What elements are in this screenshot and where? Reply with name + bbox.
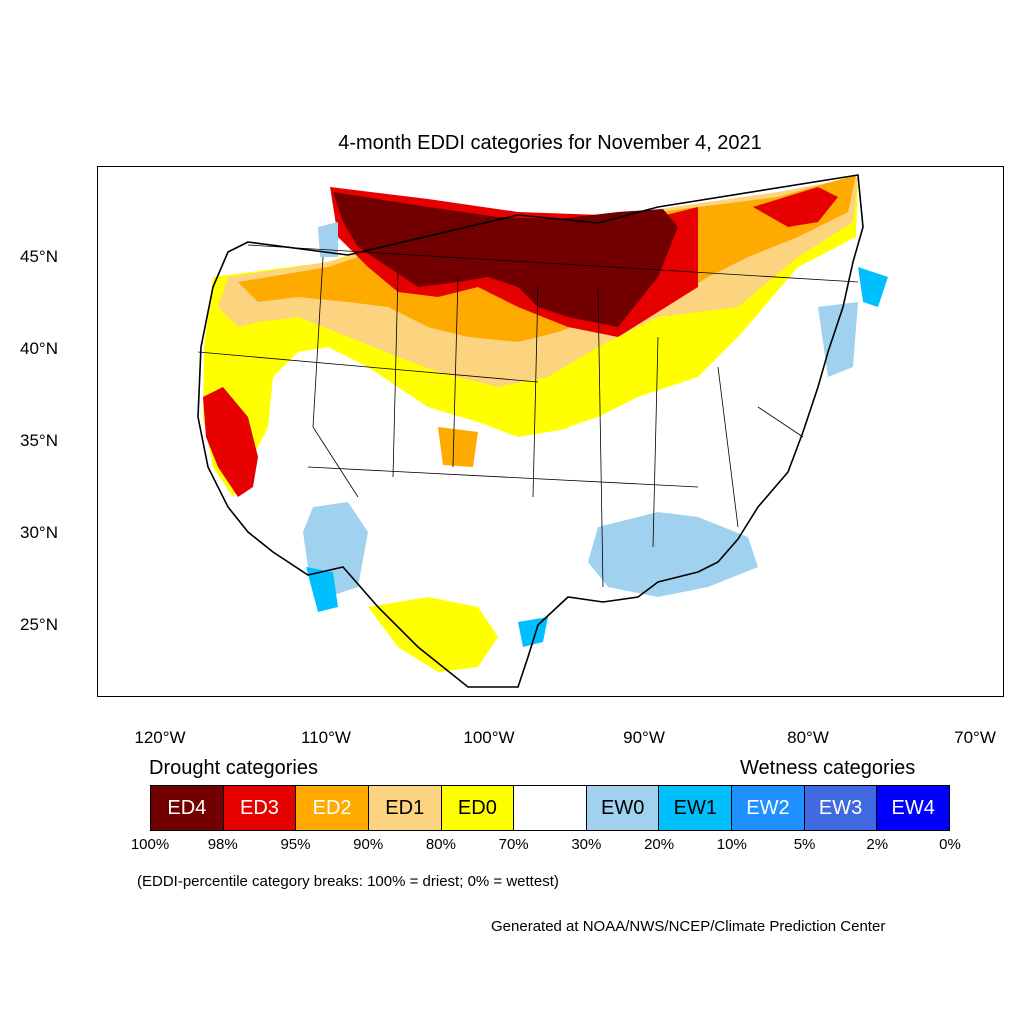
region-ed3-ca: [203, 387, 258, 497]
legend-cell-ed4: ED4: [151, 786, 224, 830]
percentile-break: 0%: [939, 836, 961, 853]
legend-cell-ew2: EW2: [732, 786, 805, 830]
percentile-break: 90%: [353, 836, 384, 853]
map-panel: [97, 166, 1004, 697]
map-title: 4-month EDDI categories for November 4, …: [338, 132, 762, 154]
percentile-break: 70%: [498, 836, 529, 853]
category-legend: ED4 ED3 ED2 ED1 ED0 EW0 EW1 EW2 EW3 EW4: [150, 785, 950, 831]
state-boundaries: [197, 244, 859, 588]
conus-outline: [197, 174, 864, 688]
credit-line: Generated at NOAA/NWS/NCEP/Climate Predi…: [491, 918, 886, 935]
lat-label-45: 45°N: [20, 247, 58, 266]
legend-cell-ed0: ED0: [441, 786, 515, 830]
percentile-break: 5%: [793, 836, 816, 853]
wetness-heading: Wetness categories: [740, 757, 916, 779]
percentile-break: 20%: [644, 836, 675, 853]
region-ed2-south: [438, 427, 478, 467]
percentile-break: 2%: [866, 836, 889, 853]
percentile-break: 95%: [280, 836, 311, 853]
region-ed3-ne: [753, 187, 838, 227]
eddi-map: [197, 174, 888, 688]
region-ew1-gulf: [518, 617, 548, 647]
lon-label-90: 90°W: [623, 728, 665, 747]
region-ew0-nw: [318, 222, 338, 257]
region-ed0-south: [368, 597, 498, 672]
legend-cell-ed3: ED3: [223, 786, 297, 830]
lon-label-110: 110°W: [301, 728, 351, 747]
lon-label-120: 120°W: [134, 728, 186, 747]
legend-cell-ew1: EW1: [659, 786, 733, 830]
region-ed4: [333, 192, 678, 327]
lat-label-40: 40°N: [20, 339, 58, 358]
lon-label-100: 100°W: [463, 728, 515, 747]
legend-cell-normal: [514, 786, 587, 830]
legend-cell-ed1: ED1: [368, 786, 442, 830]
percentile-break: 80%: [425, 836, 456, 853]
legend-cell-ed2: ED2: [296, 786, 369, 830]
percentile-break: 100%: [130, 836, 170, 853]
region-ew1-sw: [306, 567, 338, 612]
percentile-break: 10%: [716, 836, 747, 853]
lat-label-30: 30°N: [20, 523, 58, 542]
region-ew0-ne: [818, 302, 858, 377]
legend-cell-ew0: EW0: [586, 786, 660, 830]
lon-label-80: 80°W: [787, 728, 829, 747]
region-ew1-ne: [858, 267, 888, 307]
drought-heading: Drought categories: [149, 757, 318, 779]
percentile-break: 30%: [571, 836, 602, 853]
legend-cell-ew3: EW3: [804, 786, 878, 830]
category-note: (EDDI-percentile category breaks: 100% =…: [137, 873, 559, 890]
percentile-break: 98%: [207, 836, 238, 853]
legend-cell-ew4: EW4: [877, 786, 950, 830]
lon-label-70: 70°W: [954, 728, 996, 747]
lat-label-25: 25°N: [20, 615, 58, 634]
region-ew0-se: [588, 512, 758, 597]
lat-label-35: 35°N: [20, 431, 58, 450]
